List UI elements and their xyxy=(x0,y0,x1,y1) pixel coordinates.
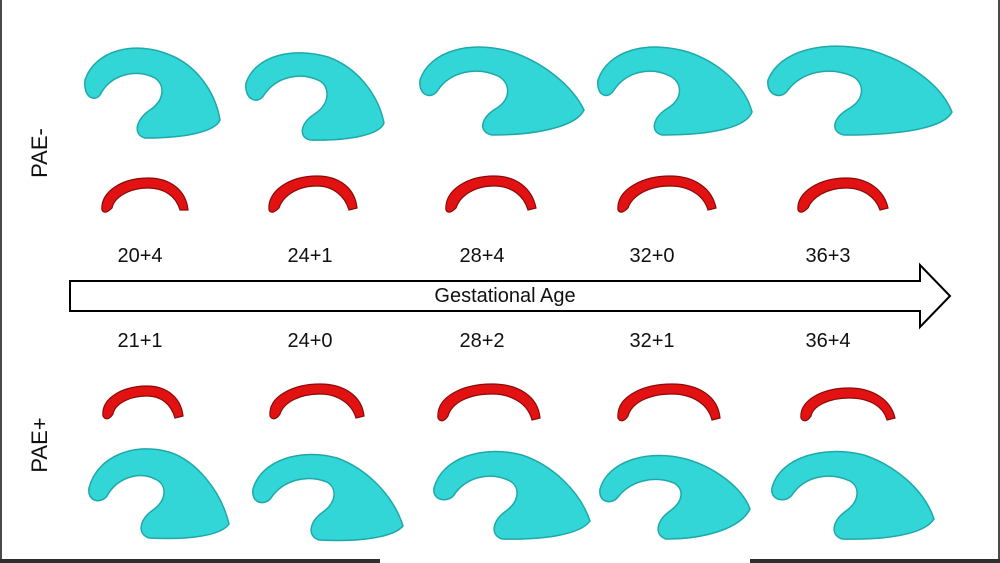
ventricle-top-4 xyxy=(597,46,753,136)
ventricle-top-1 xyxy=(84,47,221,139)
age-label-bottom-4: 32+1 xyxy=(629,330,675,352)
ventricle-bottom-2 xyxy=(252,453,404,542)
ventricle-top-3 xyxy=(419,46,585,136)
corpus-callosum-bottom-4 xyxy=(617,383,721,422)
age-label-top-4: 32+0 xyxy=(629,245,675,267)
age-label-bottom-1: 21+1 xyxy=(117,330,163,352)
ventricle-top-2 xyxy=(245,52,385,141)
corpus-callosum-bottom-1 xyxy=(102,385,184,420)
ventricle-top-5 xyxy=(767,45,953,136)
row-label-pae-minus: PAE- xyxy=(27,128,52,178)
age-label-top-3: 28+4 xyxy=(459,245,505,267)
age-label-bottom-3: 28+2 xyxy=(459,330,505,352)
arrow-label: Gestational Age xyxy=(434,285,576,307)
ventricle-bottom-5 xyxy=(771,450,935,540)
age-label-bottom-5: 36+4 xyxy=(805,330,851,352)
corpus-callosum-bottom-2 xyxy=(269,383,365,420)
ventricle-bottom-4 xyxy=(599,454,751,540)
corpus-callosum-top-2 xyxy=(268,175,358,213)
ventricle-bottom-3 xyxy=(433,450,591,540)
age-label-top-5: 36+3 xyxy=(805,245,851,267)
corpus-callosum-top-1 xyxy=(101,177,189,213)
ventricle-bottom-1 xyxy=(88,448,230,540)
age-label-top-2: 24+1 xyxy=(287,245,333,267)
gestational-age-arrow xyxy=(69,262,952,330)
corpus-callosum-bottom-5 xyxy=(800,387,896,422)
age-label-bottom-2: 24+0 xyxy=(287,330,333,352)
age-label-top-1: 20+4 xyxy=(117,245,163,267)
corpus-callosum-bottom-3 xyxy=(437,383,541,422)
row-label-pae-plus: PAE+ xyxy=(27,417,52,473)
corpus-callosum-top-5 xyxy=(797,177,889,213)
corpus-callosum-top-4 xyxy=(617,175,717,213)
bottom-strip xyxy=(0,559,1000,563)
corpus-callosum-top-3 xyxy=(445,175,537,213)
